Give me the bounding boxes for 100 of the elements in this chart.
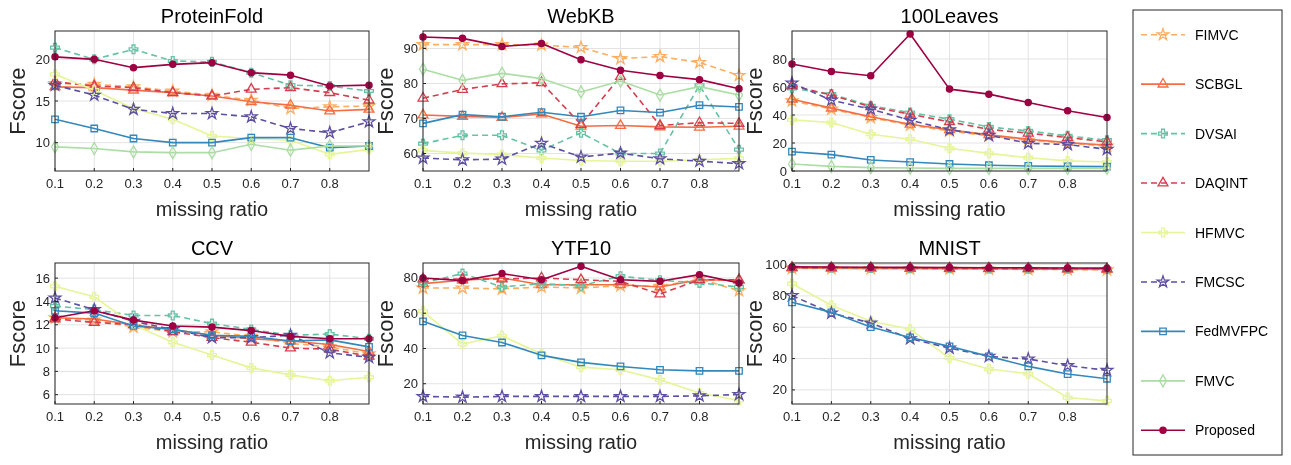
legend-label: FMCSC <box>1195 273 1245 290</box>
x-tick-label: 0.5 <box>571 409 591 424</box>
y-tick-label: 70 <box>403 111 418 126</box>
y-tick-label: 16 <box>35 270 50 286</box>
legend-label: FMVC <box>1195 372 1235 389</box>
legend-label: FedMVFPC <box>1195 323 1269 340</box>
x-tick-label: 0.2 <box>453 409 472 424</box>
x-axis-title: missing ratio <box>155 198 269 220</box>
y-tick-label: 20 <box>772 135 787 151</box>
y-tick-label: 20 <box>35 51 50 67</box>
x-axis-title: missing ratio <box>155 431 269 453</box>
x-tick-label: 0.8 <box>690 409 709 424</box>
x-tick-label: 0.2 <box>822 409 841 424</box>
x-axis-title: missing ratio <box>893 198 1006 220</box>
x-tick-label: 0.1 <box>413 176 433 191</box>
x-axis-title: missing ratio <box>524 431 638 453</box>
x-tick-label: 0.6 <box>242 409 261 424</box>
chart-title: YTF10 <box>550 237 612 259</box>
legend-label: DAQINT <box>1195 175 1249 192</box>
legend-label: Proposed <box>1195 422 1255 439</box>
x-tick-label: 0.5 <box>940 409 959 424</box>
legend-label: DVSAI <box>1195 125 1238 142</box>
y-tick-label: 60 <box>772 319 787 335</box>
x-tick-label: 0.1 <box>413 409 433 424</box>
x-tick-label: 0.2 <box>85 176 104 191</box>
y-tick-label: 20 <box>772 382 787 398</box>
x-tick-label: 0.5 <box>202 409 222 424</box>
x-tick-label: 0.3 <box>124 176 143 191</box>
chart-title: ProteinFold <box>160 5 264 27</box>
x-tick-label: 0.3 <box>492 409 512 424</box>
y-tick-label: 10 <box>35 135 50 151</box>
y-tick-label: 40 <box>772 351 787 367</box>
x-tick-label: 0.7 <box>650 409 670 424</box>
x-tick-label: 0.6 <box>979 176 998 191</box>
x-tick-label: 0.8 <box>1058 409 1077 424</box>
x-tick-label: 0.6 <box>242 176 261 191</box>
x-tick-label: 0.6 <box>611 176 630 191</box>
y-tick-label: 60 <box>403 146 418 161</box>
x-tick-label: 0.8 <box>1058 176 1077 191</box>
x-tick-label: 0.2 <box>822 176 841 191</box>
y-tick-label: 40 <box>772 107 787 123</box>
x-tick-label: 0.5 <box>940 176 959 191</box>
legend-label: FIMVC <box>1195 26 1239 43</box>
chart-title: CCV <box>190 237 234 259</box>
x-tick-label: 0.1 <box>782 176 802 191</box>
x-tick-label: 0.3 <box>124 409 143 424</box>
x-tick-label: 0.7 <box>281 409 300 424</box>
x-tick-label: 0.4 <box>532 409 551 424</box>
y-tick-label: 20 <box>403 376 418 392</box>
y-axis-title: Fscore <box>5 299 30 368</box>
y-tick-label: 6 <box>42 387 50 403</box>
x-tick-label: 0.1 <box>45 176 65 191</box>
y-tick-label: 80 <box>403 270 418 286</box>
x-tick-label: 0.3 <box>861 176 880 191</box>
legend-label: SCBGL <box>1195 76 1243 93</box>
chart-title: MNIST <box>918 237 981 259</box>
y-tick-label: 15 <box>35 93 50 109</box>
y-tick-label: 12 <box>35 317 50 333</box>
x-axis-title: missing ratio <box>893 431 1006 453</box>
x-tick-label: 0.6 <box>979 409 998 424</box>
x-tick-label: 0.4 <box>163 409 182 424</box>
y-axis-title: Fscore <box>5 67 30 135</box>
x-tick-label: 0.8 <box>320 176 339 191</box>
y-tick-label: 0 <box>779 163 787 179</box>
x-tick-label: 0.7 <box>1019 176 1038 191</box>
y-axis-title: Fscore <box>742 67 767 135</box>
y-axis-title: Fscore <box>742 299 767 368</box>
y-tick-label: 80 <box>403 76 418 91</box>
y-tick-label: 8 <box>42 363 50 379</box>
x-tick-label: 0.5 <box>571 176 591 191</box>
x-tick-label: 0.8 <box>690 176 709 191</box>
chart-title: WebKB <box>547 5 615 27</box>
x-tick-label: 0.4 <box>901 409 920 424</box>
x-tick-label: 0.7 <box>650 176 670 191</box>
x-tick-label: 0.2 <box>85 409 104 424</box>
chart-title: 100Leaves <box>900 5 999 27</box>
x-tick-label: 0.4 <box>163 176 182 191</box>
y-tick-label: 10 <box>35 340 50 356</box>
x-tick-label: 0.4 <box>532 176 551 191</box>
x-tick-label: 0.3 <box>861 409 880 424</box>
x-tick-label: 0.6 <box>611 409 630 424</box>
x-tick-label: 0.4 <box>901 176 920 191</box>
y-tick-label: 60 <box>403 305 418 321</box>
x-tick-label: 0.1 <box>782 409 802 424</box>
y-tick-label: 90 <box>403 41 418 56</box>
x-tick-label: 0.8 <box>320 409 339 424</box>
x-axis-title: missing ratio <box>524 198 638 220</box>
x-tick-label: 0.3 <box>492 176 512 191</box>
legend-label: HFMVC <box>1195 224 1245 241</box>
y-tick-label: 80 <box>772 288 787 304</box>
y-axis-title: Fscore <box>373 67 398 135</box>
x-tick-label: 0.2 <box>453 176 472 191</box>
y-tick-label: 60 <box>772 79 787 95</box>
y-tick-label: 80 <box>772 51 787 67</box>
y-tick-label: 100 <box>765 257 787 273</box>
x-tick-label: 0.1 <box>45 409 65 424</box>
y-tick-label: 14 <box>35 293 50 309</box>
y-axis-title: Fscore <box>373 299 398 368</box>
x-tick-label: 0.5 <box>202 176 222 191</box>
x-tick-label: 0.7 <box>1019 409 1038 424</box>
